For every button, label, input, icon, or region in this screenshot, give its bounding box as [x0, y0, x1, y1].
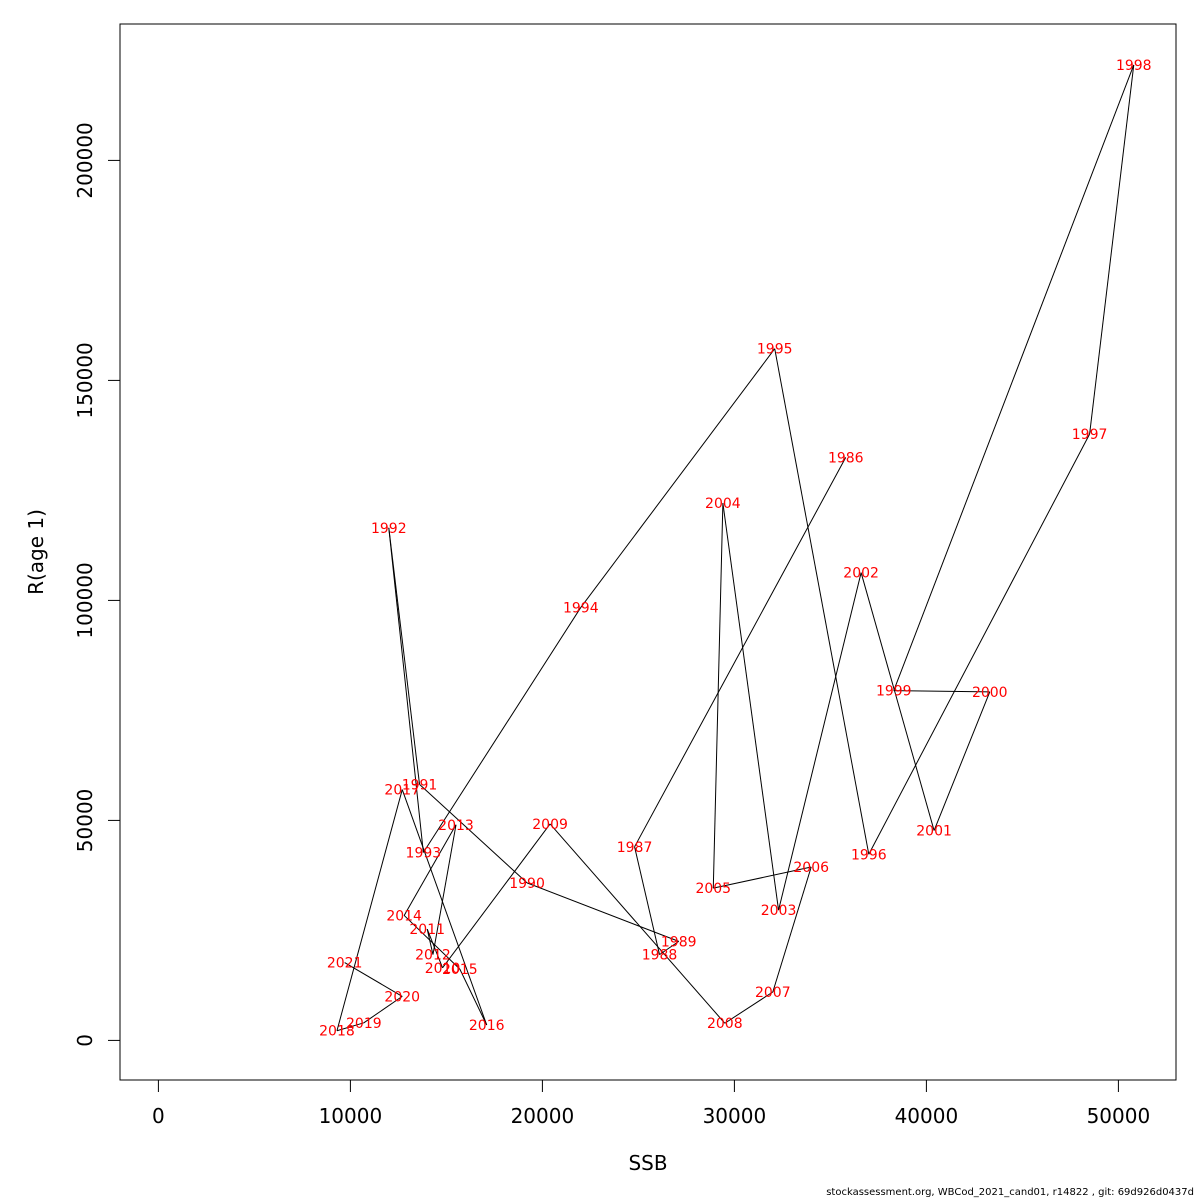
point-label-1991: 1991 [402, 777, 438, 793]
segment-2000-2001 [933, 691, 991, 831]
point-label-2004: 2004 [705, 496, 741, 512]
point-label-1990: 1990 [509, 876, 545, 892]
segment-2010-2011 [426, 928, 444, 968]
point-label-2011: 2011 [409, 922, 445, 938]
point-label-1999: 1999 [876, 684, 912, 700]
segment-2001-2002 [860, 572, 935, 831]
point-label-1995: 1995 [757, 342, 793, 358]
y-tick-label: 200000 [73, 122, 97, 198]
footer-credit: stockassessment.org, WBCod_2021_cand01, … [826, 1187, 1194, 1198]
point-label-1987: 1987 [617, 840, 653, 856]
trajectory-lines [336, 64, 1135, 1032]
segment-1991-1992 [388, 527, 421, 785]
segment-2019-2020 [363, 995, 403, 1024]
y-tick-label: 50000 [73, 789, 97, 853]
segment-2015-2016 [459, 968, 488, 1026]
x-tick-label: 10000 [319, 1104, 383, 1128]
point-label-2002: 2002 [843, 566, 879, 582]
segment-2006-2007 [772, 866, 812, 993]
y-axis-label: R(age 1) [24, 509, 48, 595]
point-label-2012: 2012 [415, 948, 451, 964]
x-tick-label: 40000 [895, 1104, 959, 1128]
segment-2003-2004 [722, 503, 780, 911]
point-label-1997: 1997 [1072, 427, 1108, 443]
x-axis: 0 10000 20000 30000 40000 50000 [152, 1079, 1151, 1128]
segment-2017-2018 [336, 789, 403, 1031]
point-label-2021: 2021 [327, 956, 363, 972]
segment-2020-2021 [344, 962, 403, 997]
point-label-1996: 1996 [851, 847, 887, 863]
segment-1997-1998 [1089, 64, 1135, 435]
point-label-2006: 2006 [793, 860, 829, 876]
y-tick-label: 0 [73, 1034, 97, 1047]
y-axis: 0 50000 100000 150000 200000 [73, 122, 121, 1047]
point-label-2014: 2014 [386, 908, 422, 924]
point-label-2008: 2008 [707, 1016, 743, 1032]
x-tick-label: 20000 [511, 1104, 575, 1128]
point-label-2013: 2013 [438, 818, 474, 834]
segment-1987-1988 [634, 846, 661, 955]
point-label-1993: 1993 [406, 846, 442, 862]
point-label-2010: 2010 [425, 961, 461, 977]
point-label-2001: 2001 [916, 824, 952, 840]
segment-2004-2005 [712, 503, 724, 889]
segment-1996-1997 [868, 433, 1091, 855]
plot-frame [119, 23, 1177, 1081]
y-tick-label: 150000 [73, 342, 97, 418]
x-tick-label: 0 [152, 1104, 165, 1128]
point-label-1994: 1994 [563, 600, 599, 616]
segment-1995-1996 [774, 348, 870, 855]
point-label-2015: 2015 [442, 962, 478, 978]
point-label-2019: 2019 [346, 1016, 382, 1032]
segment-2016-2017 [401, 789, 488, 1026]
point-label-2009: 2009 [532, 817, 568, 833]
segment-2007-2008 [724, 991, 774, 1024]
point-label-2003: 2003 [761, 903, 797, 919]
segment-2012-2013 [432, 824, 457, 955]
segment-1999-2000 [893, 690, 990, 693]
point-label-1992: 1992 [371, 521, 407, 537]
point-label-1986: 1986 [828, 450, 864, 466]
y-tick-label: 100000 [73, 562, 97, 638]
segment-2018-2019 [336, 1022, 364, 1032]
segment-1998-1999 [893, 64, 1135, 691]
segment-2008-2009 [549, 823, 726, 1024]
segment-1993-1994 [422, 607, 582, 853]
point-label-2020: 2020 [384, 989, 420, 1005]
segment-2009-2010 [442, 823, 551, 969]
segment-1989-1990 [526, 882, 679, 942]
segment-1992-1993 [388, 527, 424, 853]
point-label-2007: 2007 [755, 985, 791, 1001]
point-label-1988: 1988 [642, 948, 678, 964]
segment-1990-1991 [419, 783, 528, 884]
segment-2002-2003 [778, 572, 862, 911]
segment-1986-1987 [634, 457, 847, 848]
point-label-2017: 2017 [384, 783, 420, 799]
x-axis-label: SSB [628, 1151, 667, 1175]
point-label-2000: 2000 [972, 685, 1008, 701]
segment-2011-2012 [426, 928, 434, 955]
x-tick-label: 30000 [703, 1104, 767, 1128]
segment-2014-2015 [403, 915, 461, 970]
segment-1994-1995 [580, 348, 776, 608]
segment-2013-2014 [403, 824, 457, 916]
point-label-1998: 1998 [1116, 58, 1152, 74]
segment-2005-2006 [713, 866, 812, 889]
x-tick-label: 50000 [1087, 1104, 1151, 1128]
point-label-1989: 1989 [661, 934, 697, 950]
point-label-2016: 2016 [469, 1018, 505, 1034]
point-label-2005: 2005 [695, 881, 731, 897]
point-label-2018: 2018 [319, 1024, 355, 1040]
